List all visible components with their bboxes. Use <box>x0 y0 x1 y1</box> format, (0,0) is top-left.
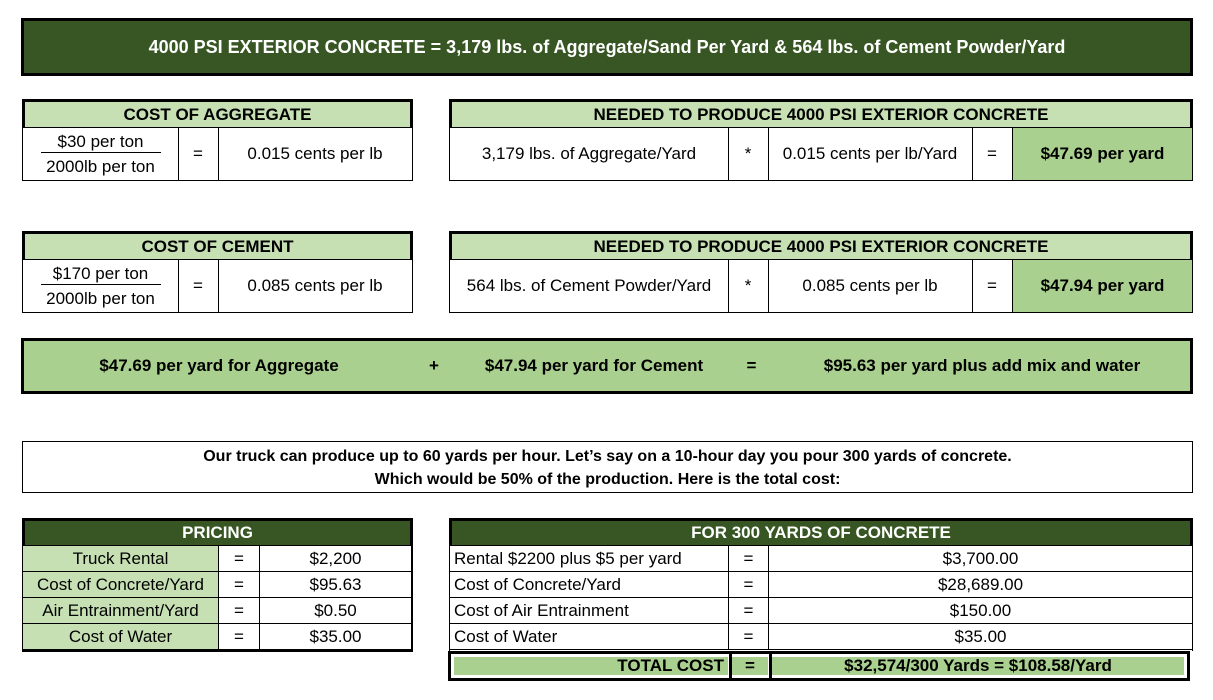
equals-sign: = <box>234 574 244 594</box>
total-cost-row: TOTAL COST = $32,574/300 Yards = $108.58… <box>448 651 1190 681</box>
plus-sign: + <box>429 356 439 375</box>
total-cost-value: $32,574/300 Yards = $108.58/Yard <box>772 656 1184 675</box>
aggregate-need-row <box>449 127 1193 181</box>
sum-aggregate: $47.69 per yard for Aggregate <box>99 356 339 375</box>
aggregate-numerator: $30 per ton <box>57 132 144 151</box>
equals-sign: = <box>746 356 757 375</box>
totals-value: $150.00 <box>949 600 1012 620</box>
sum-cement: $47.94 per yard for Cement <box>484 356 704 375</box>
pricing-row: Truck Rental = $2,200 <box>23 546 411 572</box>
pricing-row: Cost of Water = $35.00 <box>23 624 411 650</box>
totals-value: $3,700.00 <box>942 548 1019 568</box>
cement-numerator: $170 per ton <box>52 264 149 283</box>
totals-header: FOR 300 YARDS OF CONCRETE <box>449 518 1193 546</box>
equals-sign: = <box>234 548 244 568</box>
totals-row: Rental $2200 plus $5 per yard = $3,700.0… <box>450 546 1192 572</box>
fraction-bar <box>41 152 161 153</box>
production-note: Our truck can produce up to 60 yards per… <box>22 441 1193 493</box>
pricing-label: Air Entrainment/Yard <box>23 598 218 623</box>
aggregate-total: $47.69 per yard <box>1013 128 1192 180</box>
cement-total: $47.94 per yard <box>1013 260 1192 312</box>
aggregate-amount: 3,179 lbs. of Aggregate/Yard <box>481 144 697 163</box>
pricing-value: $35.00 <box>309 626 362 646</box>
pricing-header: PRICING <box>22 518 413 546</box>
page-title: 4000 PSI EXTERIOR CONCRETE = 3,179 lbs. … <box>21 18 1193 76</box>
equals-sign: = <box>743 600 754 620</box>
aggregate-denominator: 2000lb per ton <box>46 157 155 176</box>
pricing-row: Air Entrainment/Yard = $0.50 <box>23 598 411 624</box>
times-sign: * <box>744 276 752 295</box>
equals-sign: = <box>743 626 754 646</box>
aggregate-rate: 0.015 cents per lb/Yard <box>782 144 958 163</box>
totals-table <box>449 545 1193 651</box>
equals-sign: = <box>743 574 754 594</box>
totals-label: Cost of Concrete/Yard <box>454 574 621 594</box>
pricing-row: Cost of Concrete/Yard = $95.63 <box>23 572 411 598</box>
totals-label: Cost of Water <box>454 626 558 646</box>
totals-row: Cost of Air Entrainment = $150.00 <box>450 598 1192 624</box>
sum-row: $47.69 per yard for Aggregate + $47.94 p… <box>21 338 1193 394</box>
times-sign: * <box>744 144 752 163</box>
cement-rate: 0.085 cents per lb <box>802 276 938 295</box>
cement-cost-row <box>22 259 413 313</box>
cement-cost-result: 0.085 cents per lb <box>247 276 383 295</box>
aggregate-cost-header: COST OF AGGREGATE <box>22 99 413 128</box>
totals-row: Cost of Water = $35.00 <box>450 624 1192 650</box>
pricing-label: Truck Rental <box>23 546 218 571</box>
cement-amount: 564 lbs. of Cement Powder/Yard <box>466 276 712 295</box>
equals-sign: = <box>987 276 997 295</box>
pricing-label: Cost of Concrete/Yard <box>23 572 218 597</box>
pricing-label: Cost of Water <box>23 624 218 649</box>
pricing-value: $95.63 <box>309 574 362 594</box>
cement-cost-header: COST OF CEMENT <box>22 231 413 260</box>
total-cost-label: TOTAL COST <box>454 656 728 675</box>
aggregate-cost-result: 0.015 cents per lb <box>247 144 383 163</box>
totals-label: Cost of Air Entrainment <box>454 600 629 620</box>
totals-value: $35.00 <box>954 626 1007 646</box>
totals-label: Rental $2200 plus $5 per yard <box>454 548 682 568</box>
equals-sign: = <box>732 656 768 675</box>
note-line-1: Our truck can produce up to 60 yards per… <box>203 448 1012 465</box>
aggregate-fraction: $30 per ton 2000lb per ton <box>23 128 178 180</box>
equals-sign: = <box>987 144 997 163</box>
pricing-table <box>22 545 413 652</box>
aggregate-need-header: NEEDED TO PRODUCE 4000 PSI EXTERIOR CONC… <box>449 99 1193 128</box>
equals-sign: = <box>234 626 244 646</box>
equals-sign: = <box>193 276 203 295</box>
cement-need-header: NEEDED TO PRODUCE 4000 PSI EXTERIOR CONC… <box>449 231 1193 260</box>
aggregate-cost-row <box>22 127 413 181</box>
cement-need-row <box>449 259 1193 313</box>
totals-value: $28,689.00 <box>937 574 1024 594</box>
cement-fraction: $170 per ton 2000lb per ton <box>23 260 178 312</box>
pricing-value: $0.50 <box>314 600 357 620</box>
pricing-value: $2,200 <box>309 548 362 568</box>
sum-result: $95.63 per yard plus add mix and water <box>823 356 1141 375</box>
totals-row: Cost of Concrete/Yard = $28,689.00 <box>450 572 1192 598</box>
equals-sign: = <box>234 600 244 620</box>
cement-denominator: 2000lb per ton <box>46 289 155 308</box>
fraction-bar <box>41 284 161 285</box>
note-line-2: Which would be 50% of the production. He… <box>374 471 841 488</box>
equals-sign: = <box>193 144 203 163</box>
equals-sign: = <box>743 548 754 568</box>
